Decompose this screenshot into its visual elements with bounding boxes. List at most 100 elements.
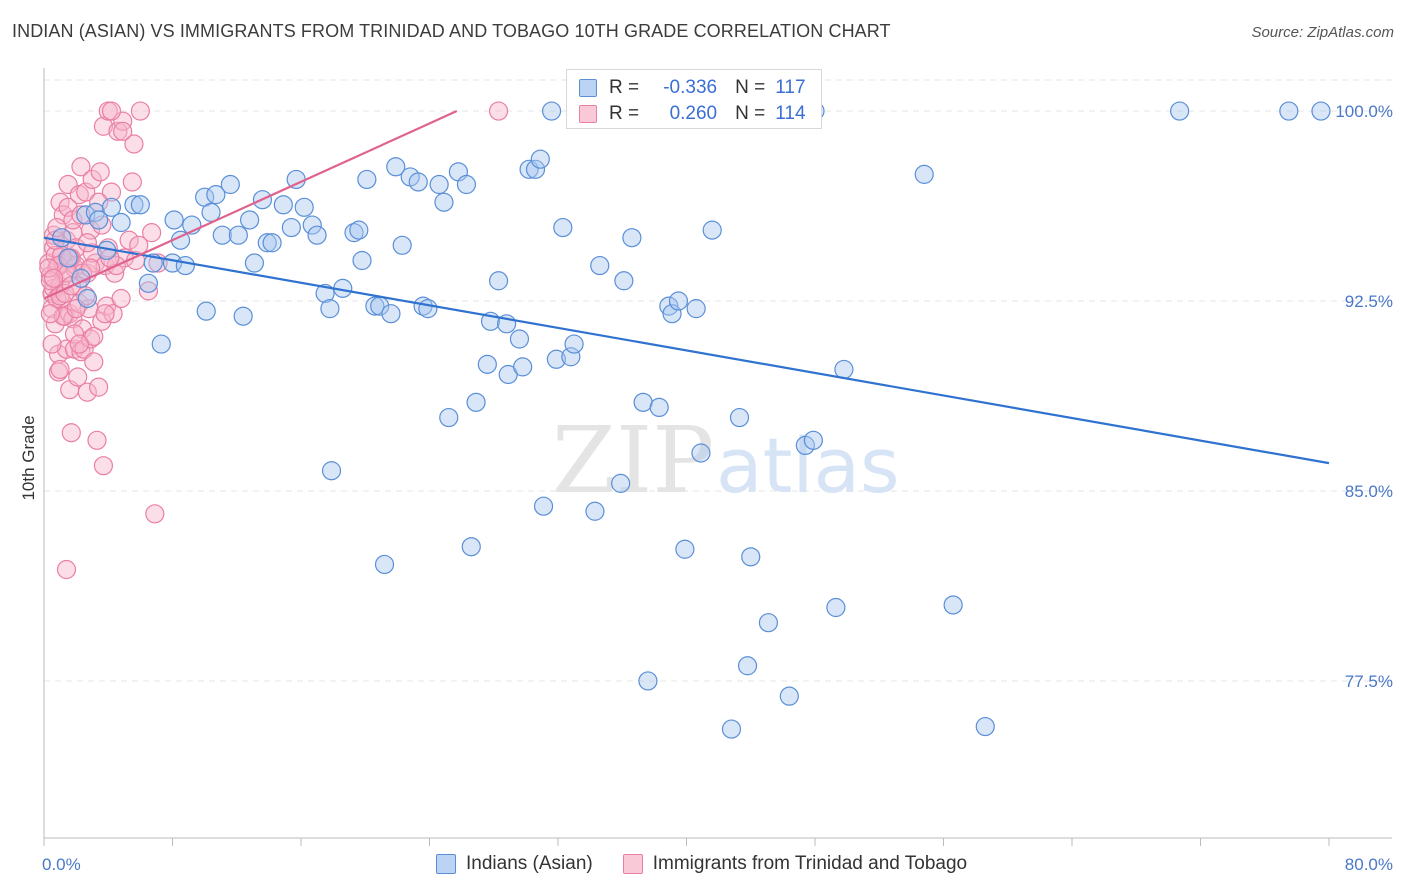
legend-item-trinidad[interactable]: Immigrants from Trinidad and Tobago [622,853,967,875]
indian-point [101,197,122,217]
indian-point [273,195,293,215]
trinidad-point [108,121,128,141]
trinidad-point [80,220,101,240]
indian-point [758,613,779,633]
indian-point [281,217,301,238]
indian-point [826,597,846,618]
trinidad-point [92,215,112,235]
stats-row-indian: R = -0.336 N = 117 [579,76,806,100]
indian-point [220,174,240,195]
legend-swatch-pink [622,854,643,874]
indian-point [262,233,282,253]
legend-label: Indians (Asian) [466,853,593,874]
indian-point [546,349,566,369]
indian-point [307,225,327,245]
indian-trend-line [43,236,1330,465]
y-tick-label: 92.5% [1345,292,1393,311]
trend-lines [43,110,1330,465]
trinidad-point [138,281,159,301]
indian-point [943,595,963,615]
trinidad-point [122,172,142,192]
indian-point [175,255,195,276]
trinidad-point [90,162,110,182]
indian-point [315,283,335,304]
x-tick-label: 80.0% [1345,855,1393,874]
stats-n-label: N = [735,103,766,124]
indian-point [686,299,706,319]
stats-r-label: R = [609,103,640,124]
tick-labels: 100.0% 92.5% 85.0% 77.5% 0.0% 80.0% [42,102,1393,874]
stats-n-value: 114 [775,103,806,124]
trinidad-point [61,423,81,443]
indian-point [151,334,171,354]
indian-point [77,288,97,309]
indian-point [302,215,322,235]
indian-point [614,271,634,291]
trinidad-point [42,334,62,354]
indian-point [622,228,642,248]
indian-point [138,273,159,293]
indian-point [429,174,449,195]
watermark: ZIP atlas [552,407,900,514]
stats-r-value: 0.260 [669,103,718,124]
indian-point [381,304,401,324]
trinidad-point [130,101,150,121]
indian-point [196,301,216,321]
grid-lines [44,79,1392,682]
trinidad-point [77,233,97,253]
series-trinidad-points [39,101,509,580]
indian-point [349,220,369,240]
trinidad-point [71,205,91,225]
trinidad-point [50,359,70,380]
indian-point [803,430,823,450]
indian-point [461,537,481,557]
trinidad-point [142,223,162,243]
indian-point [737,656,758,676]
indian-point [914,164,934,184]
indian-point [233,306,253,326]
indian-point [541,101,562,121]
trinidad-point [71,157,91,177]
indian-point [386,157,406,177]
indian-point [477,354,497,374]
indian-point [1311,101,1331,121]
indian-point [408,172,428,192]
legend-item-indian[interactable]: Indians (Asian) [436,853,593,875]
indian-point [365,296,385,316]
indian-point [466,392,486,412]
y-axis-title: 10th Grade [19,415,38,500]
indian-point [1279,101,1299,121]
trinidad-point [488,101,509,121]
indian-point [321,461,342,481]
indian-point [257,233,277,253]
trinidad-point [64,324,85,344]
stats-r-value: -0.336 [663,77,718,98]
indian-point [975,716,995,737]
trinidad-point [119,230,139,250]
indian-point [164,210,184,230]
indian-point [530,149,550,169]
indian-point [58,248,78,268]
indian-point [509,329,530,349]
indian-point [585,501,605,521]
indian-point [439,407,459,428]
stats-n-label: N = [735,77,766,98]
indian-point [201,202,221,222]
chart-title: INDIAN (ASIAN) VS IMMIGRANTS FROM TRINID… [12,21,891,41]
indian-point [111,212,131,233]
indian-point [456,174,477,195]
trinidad-point [82,169,102,190]
indian-point [357,169,377,190]
stats-n-value: 117 [775,77,806,98]
trinidad-point [68,367,88,387]
indian-point [352,250,372,271]
indian-point [564,334,584,354]
indian-point [702,220,722,240]
series-indian-points [52,101,1331,739]
indian-point [611,473,631,493]
trinidad-point [45,314,65,334]
indian-point [244,253,265,273]
trinidad-point [124,134,144,154]
legend: Indians (Asian) Immigrants from Trinidad… [436,852,997,876]
